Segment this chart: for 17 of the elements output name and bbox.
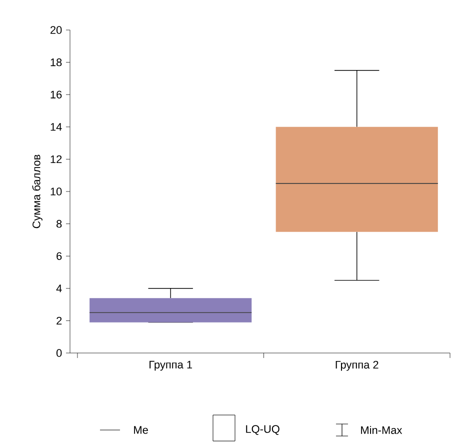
y-tick-label: 10 [50,188,62,196]
y-tick-label: 4 [56,284,62,292]
y-axis-title: Сумма баллов [32,154,42,228]
text: Min-Max [361,426,402,434]
y-tick-label: 2 [56,316,62,325]
x-tick-label: Группа 2 [336,360,378,371]
y-tick-label: 0 [56,349,62,357]
y-tick-label: 12 [50,155,62,164]
y-tick-label: 8 [56,220,62,228]
text: LQ-UQ [246,425,280,435]
text: Me [134,426,148,434]
y-tick-label: 16 [50,90,62,98]
x-tick-label: Группа 1 [150,360,192,371]
y-tick-label: 6 [56,252,62,260]
y-tick-label: 20 [50,26,62,34]
y-tick-label: 18 [50,58,62,66]
y-tick-label: 14 [50,123,62,131]
